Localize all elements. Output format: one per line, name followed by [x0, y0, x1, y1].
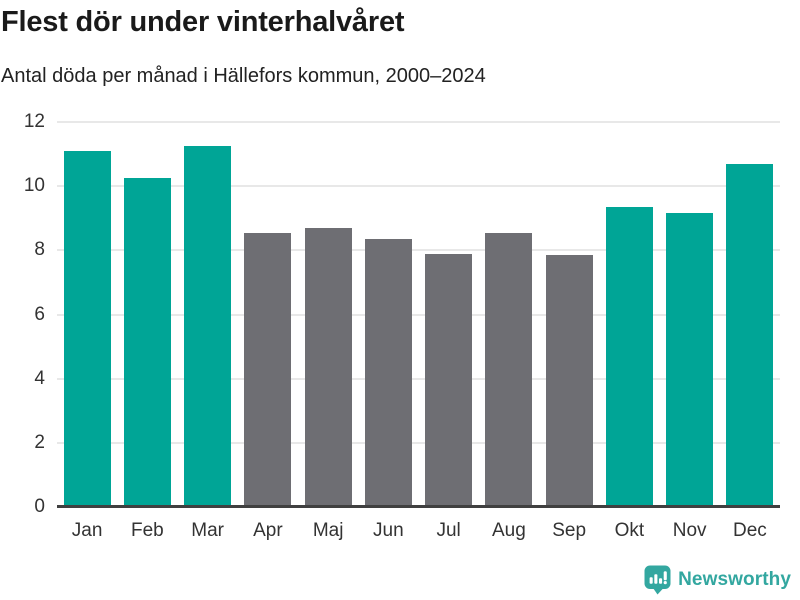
x-tick-label: Apr — [253, 520, 283, 541]
x-tick-label: Feb — [131, 520, 164, 541]
bar-okt — [605, 207, 653, 507]
bar-jul — [425, 253, 473, 507]
y-tick-label: 12 — [23, 111, 45, 132]
gridline — [57, 441, 780, 444]
bar-maj — [304, 227, 352, 507]
x-tick-label: Nov — [672, 520, 707, 541]
bar-sep — [545, 255, 593, 507]
y-tick-label: 6 — [34, 303, 45, 325]
gridline — [57, 313, 780, 316]
bar-dec — [726, 163, 774, 507]
y-tick-label: 2 — [34, 431, 45, 453]
y-tick-label: 8 — [34, 239, 45, 261]
bar-aug — [485, 232, 533, 507]
y-tick-label: 4 — [34, 367, 45, 389]
x-tick-label: Maj — [312, 520, 344, 541]
x-tick-label: Sep — [552, 520, 587, 541]
branding-label: Newsworthy — [678, 569, 791, 590]
bar-apr — [244, 232, 292, 507]
bar-feb — [123, 178, 171, 507]
y-tick-label: 10 — [23, 175, 45, 197]
x-axis-line — [57, 505, 780, 508]
chart-title: Flest dör under vinterhalvåret — [1, 6, 405, 38]
gridline — [57, 185, 780, 188]
x-tick-label: Dec — [732, 520, 767, 541]
x-tick-label: Jan — [71, 520, 103, 541]
bar-mar — [184, 146, 232, 507]
x-tick-label: Okt — [614, 520, 645, 541]
y-tick-label: 0 — [34, 496, 45, 517]
x-tick-label: Jul — [436, 520, 461, 541]
gridline — [57, 377, 780, 380]
x-tick-label: Jun — [373, 520, 404, 541]
newsworthy-logo-icon — [644, 565, 671, 595]
branding: Newsworthy — [644, 565, 791, 595]
x-tick-label: Mar — [191, 520, 224, 541]
chart-subtitle: Antal döda per månad i Hällefors kommun,… — [1, 65, 486, 87]
gridline — [57, 249, 780, 252]
bar-jan — [63, 150, 111, 507]
bar-jun — [364, 239, 412, 507]
gridline — [57, 121, 780, 123]
bar-nov — [666, 213, 714, 507]
plot-area — [57, 121, 780, 508]
x-tick-label: Aug — [491, 520, 526, 541]
